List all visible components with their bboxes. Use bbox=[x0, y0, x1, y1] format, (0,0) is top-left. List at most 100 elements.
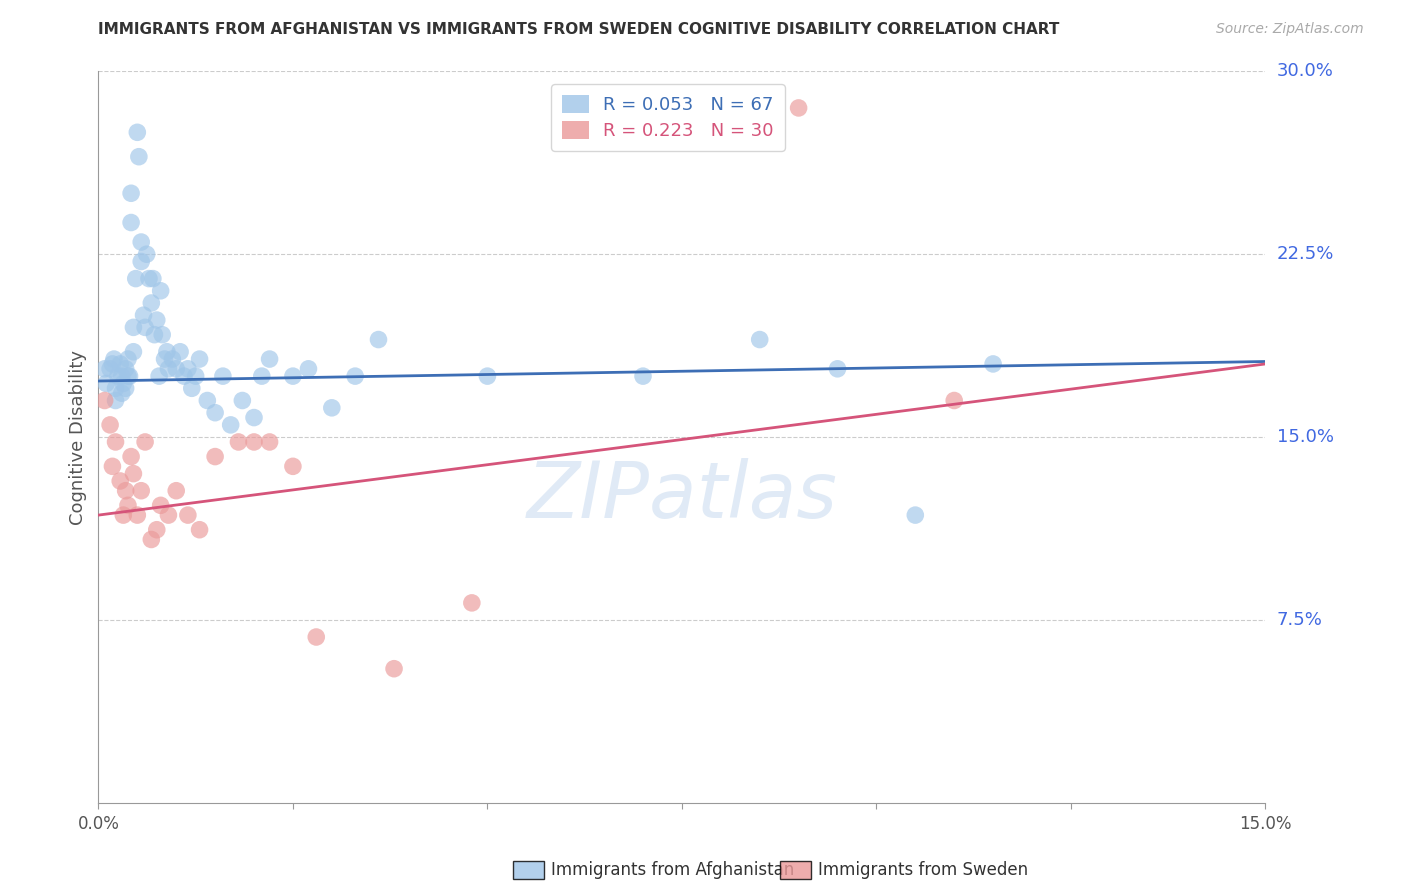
Point bbox=[156, 344, 179, 359]
Point bbox=[180, 381, 202, 395]
Point bbox=[96, 376, 118, 391]
Point bbox=[112, 508, 135, 522]
Point bbox=[98, 417, 121, 432]
Point bbox=[367, 333, 389, 347]
Point bbox=[118, 369, 141, 384]
Point bbox=[108, 357, 131, 371]
Point bbox=[141, 296, 163, 310]
Point bbox=[219, 417, 242, 432]
Point bbox=[117, 499, 139, 513]
Point bbox=[104, 393, 127, 408]
Point bbox=[321, 401, 343, 415]
Point bbox=[129, 483, 152, 498]
Point bbox=[748, 333, 770, 347]
Point bbox=[204, 450, 226, 464]
Point bbox=[117, 369, 139, 384]
Point bbox=[120, 450, 142, 464]
Point bbox=[188, 523, 211, 537]
Point bbox=[173, 369, 195, 384]
Point bbox=[129, 235, 152, 249]
Point bbox=[787, 101, 810, 115]
Point bbox=[250, 369, 273, 384]
Point bbox=[135, 247, 157, 261]
Point bbox=[103, 352, 125, 367]
Text: 7.5%: 7.5% bbox=[1277, 611, 1323, 629]
Point bbox=[165, 361, 187, 376]
Point bbox=[169, 344, 191, 359]
Point bbox=[101, 357, 124, 371]
Text: Source: ZipAtlas.com: Source: ZipAtlas.com bbox=[1216, 22, 1364, 37]
Point bbox=[122, 320, 145, 334]
Point bbox=[212, 369, 235, 384]
Point bbox=[108, 474, 131, 488]
Point bbox=[112, 376, 135, 391]
Point bbox=[150, 327, 173, 342]
Point bbox=[120, 215, 142, 229]
Point bbox=[93, 393, 115, 408]
Point bbox=[120, 186, 142, 201]
Point bbox=[141, 533, 163, 547]
Point bbox=[382, 662, 405, 676]
Point bbox=[117, 352, 139, 367]
Point bbox=[943, 393, 966, 408]
Point bbox=[228, 434, 250, 449]
Point bbox=[138, 271, 160, 285]
Point bbox=[129, 254, 152, 268]
Point bbox=[111, 369, 134, 384]
Point bbox=[177, 361, 200, 376]
Point bbox=[157, 361, 180, 376]
Point bbox=[259, 434, 281, 449]
Point bbox=[111, 386, 134, 401]
Point bbox=[195, 393, 218, 408]
Point bbox=[132, 308, 155, 322]
Text: ZIPatlas: ZIPatlas bbox=[526, 458, 838, 533]
Point bbox=[631, 369, 654, 384]
Point bbox=[146, 313, 169, 327]
Point bbox=[101, 459, 124, 474]
Point bbox=[114, 381, 136, 395]
Point bbox=[149, 284, 172, 298]
Point bbox=[143, 327, 166, 342]
Point bbox=[477, 369, 499, 384]
Point bbox=[127, 508, 149, 522]
Point bbox=[243, 434, 266, 449]
Point bbox=[827, 361, 849, 376]
Point bbox=[104, 434, 127, 449]
Point bbox=[243, 410, 266, 425]
Text: 15.0%: 15.0% bbox=[1277, 428, 1333, 446]
Text: Immigrants from Sweden: Immigrants from Sweden bbox=[818, 861, 1028, 879]
Point bbox=[157, 508, 180, 522]
Point bbox=[165, 483, 187, 498]
Point bbox=[344, 369, 367, 384]
Text: Immigrants from Afghanistan: Immigrants from Afghanistan bbox=[551, 861, 794, 879]
Point bbox=[127, 125, 149, 139]
Point bbox=[104, 381, 127, 395]
Point bbox=[177, 508, 200, 522]
Text: IMMIGRANTS FROM AFGHANISTAN VS IMMIGRANTS FROM SWEDEN COGNITIVE DISABILITY CORRE: IMMIGRANTS FROM AFGHANISTAN VS IMMIGRANT… bbox=[98, 22, 1060, 37]
Point bbox=[281, 369, 304, 384]
Point bbox=[281, 459, 304, 474]
Point bbox=[305, 630, 328, 644]
Point bbox=[134, 320, 156, 334]
Point bbox=[153, 352, 176, 367]
Point bbox=[142, 271, 165, 285]
Point bbox=[134, 434, 156, 449]
Point bbox=[93, 361, 115, 376]
Legend: R = 0.053   N = 67, R = 0.223   N = 30: R = 0.053 N = 67, R = 0.223 N = 30 bbox=[551, 84, 785, 151]
Point bbox=[146, 523, 169, 537]
Point bbox=[259, 352, 281, 367]
Point bbox=[204, 406, 226, 420]
Point bbox=[184, 369, 207, 384]
Point bbox=[125, 271, 148, 285]
Point bbox=[231, 393, 253, 408]
Text: 22.5%: 22.5% bbox=[1277, 245, 1334, 263]
Point bbox=[122, 344, 145, 359]
Point bbox=[461, 596, 484, 610]
Point bbox=[107, 369, 129, 384]
Point bbox=[128, 150, 150, 164]
Point bbox=[98, 361, 121, 376]
Point bbox=[297, 361, 319, 376]
Point bbox=[188, 352, 211, 367]
Point bbox=[904, 508, 927, 522]
Point bbox=[981, 357, 1004, 371]
